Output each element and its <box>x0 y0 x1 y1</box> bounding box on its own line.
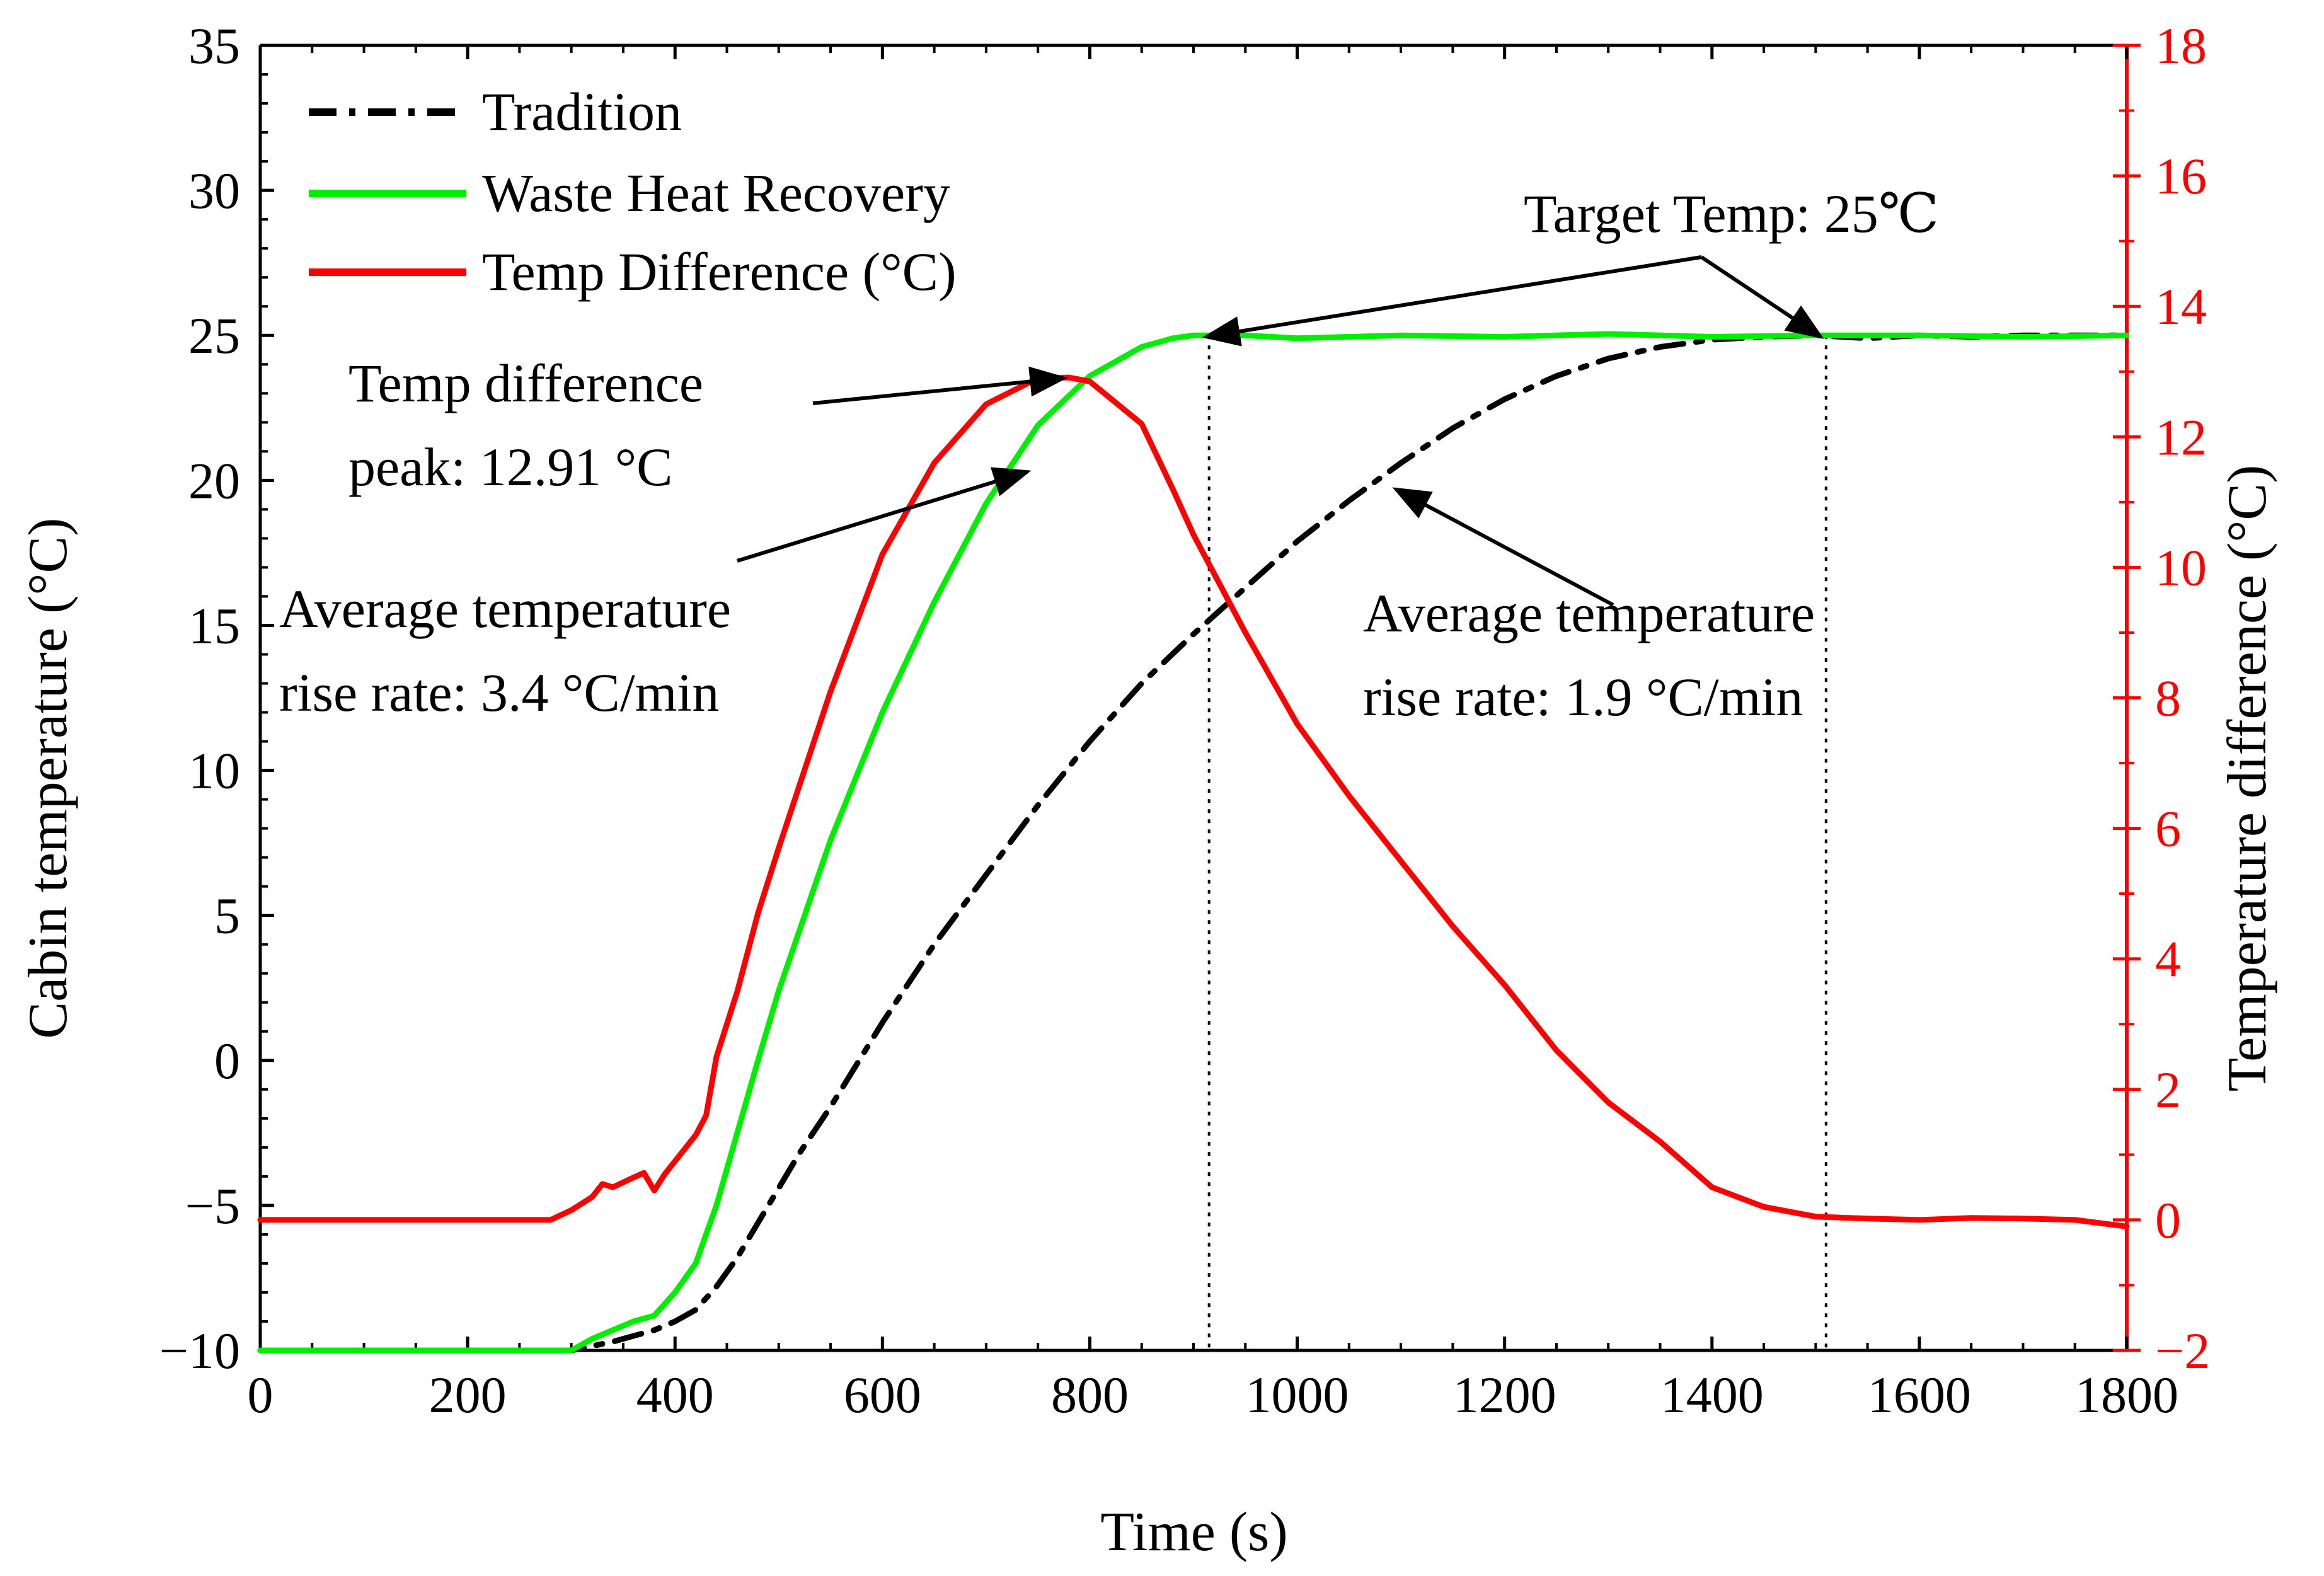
legend-label-waste-heat: Waste Heat Recovery <box>482 163 950 223</box>
annotation-rate-trad-line2: rise rate: 1.9 °C/min <box>1363 667 1803 727</box>
arrow-peak <box>812 366 1068 405</box>
x-tick-label: 800 <box>1051 1366 1129 1424</box>
x-tick-label: 200 <box>429 1366 507 1424</box>
legend: Tradition Waste Heat Recovery Temp Diffe… <box>309 81 957 302</box>
annotations: Target Temp: 25℃ Temp difference peak: 1… <box>279 183 1939 727</box>
y-right-tick-label: −2 <box>2155 1322 2210 1379</box>
reference-lines <box>1207 335 1827 1350</box>
annotation-target-temp: Target Temp: 25℃ <box>1524 183 1939 244</box>
y-left-tick-label: −10 <box>159 1322 240 1379</box>
y-right-tick-label: 10 <box>2155 539 2207 596</box>
legend-label-tradition: Tradition <box>482 81 682 142</box>
y-right-tick-label: 6 <box>2155 800 2181 858</box>
y-left-tick-label: −5 <box>185 1177 240 1234</box>
x-tick-label: 1200 <box>1453 1366 1556 1424</box>
annotation-rate-trad-line1: Average temperature <box>1363 583 1815 643</box>
y-left-tick-label: 25 <box>188 307 240 364</box>
annotation-peak-line1: Temp difference <box>348 353 703 413</box>
x-axis-title: Time (s) <box>1100 1502 1287 1563</box>
x-tick-label: 1400 <box>1660 1366 1764 1424</box>
y-right-tick-label: 8 <box>2155 670 2181 727</box>
x-tick-label: 1600 <box>1868 1366 1971 1424</box>
y-right-tick-label: 2 <box>2155 1061 2181 1119</box>
series-line-waste-heat-recovery <box>257 331 2130 1354</box>
arrow-target-tradition <box>1700 255 1824 339</box>
annotation-rate-whr-line1: Average temperature <box>279 578 731 639</box>
arrow-rate-whr <box>737 467 1032 563</box>
y-left-tick-label: 35 <box>188 17 240 74</box>
arrow-rate-tradition <box>1392 487 1614 607</box>
y-axis-title-left: Cabin temperature (°C) <box>18 518 79 1039</box>
arrow-target-whr <box>1202 255 1702 347</box>
tick-layer: 0 200 400 600 800 1000 1200 1400 1600 1800−10−505… <box>159 17 2211 1424</box>
x-tick-label: 400 <box>636 1366 714 1424</box>
x-tick-label: 0 <box>248 1366 273 1424</box>
y-right-tick-label: 16 <box>2155 147 2207 205</box>
x-tick-label: 1000 <box>1246 1366 1349 1424</box>
series-line-temp-difference-c <box>257 374 2130 1229</box>
annotation-arrows <box>737 255 1824 607</box>
y-left-tick-label: 30 <box>188 162 240 219</box>
y-left-tick-label: 0 <box>214 1032 240 1090</box>
y-left-tick-label: 5 <box>214 887 240 945</box>
x-tick-label: 1800 <box>2075 1366 2178 1424</box>
y-left-tick-label: 15 <box>188 597 240 654</box>
y-right-tick-label: 14 <box>2155 278 2207 335</box>
y-right-tick-label: 0 <box>2155 1192 2181 1249</box>
legend-label-difference: Temp Difference (°C) <box>482 241 957 302</box>
y-left-tick-label: 20 <box>188 452 240 509</box>
annotation-peak-line2: peak: 12.91 °C <box>348 437 673 497</box>
y-right-tick-label: 12 <box>2155 408 2207 466</box>
y-right-tick-label: 18 <box>2155 17 2207 74</box>
x-tick-label: 600 <box>844 1366 921 1424</box>
annotation-rate-whr-line2: rise rate: 3.4 °C/min <box>279 662 719 723</box>
y-right-tick-label: 4 <box>2155 931 2181 988</box>
y-left-tick-label: 10 <box>188 742 240 800</box>
y-axis-title-right: Temperature difference (°C) <box>2217 465 2278 1092</box>
